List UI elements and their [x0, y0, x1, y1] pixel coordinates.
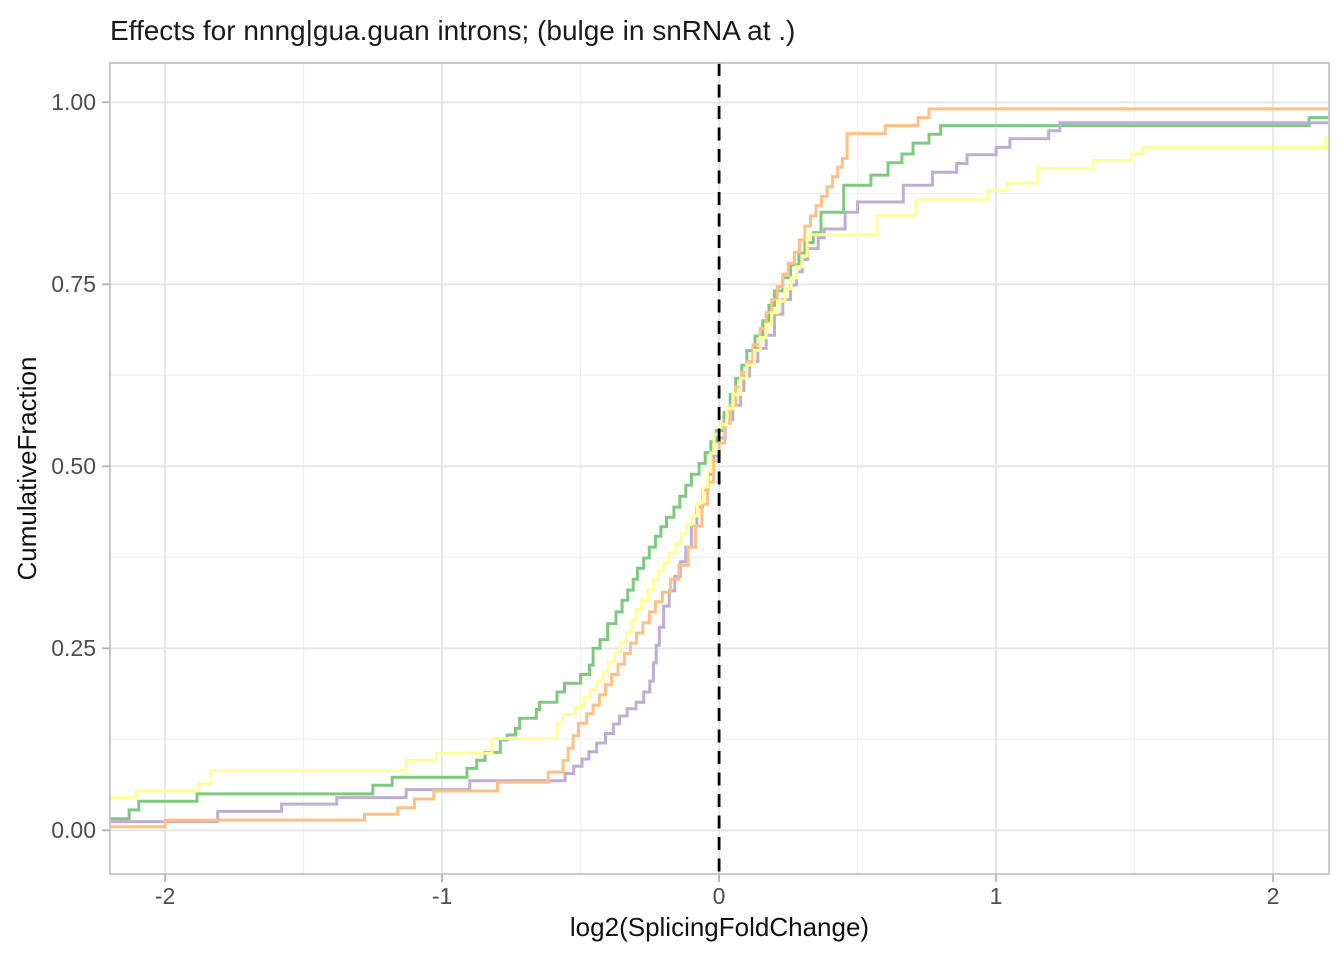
- ecdf-curve-orange: [110, 107, 1329, 829]
- y-tick-label: 0.25: [51, 635, 96, 662]
- y-tick-label: 0.75: [51, 271, 96, 298]
- x-tick-label: 1: [989, 883, 1003, 909]
- x-axis-title: log2(SplicingFoldChange): [569, 912, 870, 942]
- ecdf-curve-purple: [110, 121, 1329, 824]
- x-tick-label: 0: [712, 883, 726, 909]
- plot-title: Effects for nnng|gua.guan introns; (bulg…: [110, 15, 796, 46]
- x-tick-label: 2: [1266, 883, 1280, 909]
- y-tick-label: 0.00: [51, 817, 96, 844]
- y-tick-label: 0.50: [51, 453, 96, 480]
- y-tick-label: 1.00: [51, 89, 96, 116]
- x-tick-label: -1: [431, 883, 453, 909]
- x-tick-label: -2: [154, 883, 176, 909]
- ecdf-curve-yellow: [110, 136, 1329, 800]
